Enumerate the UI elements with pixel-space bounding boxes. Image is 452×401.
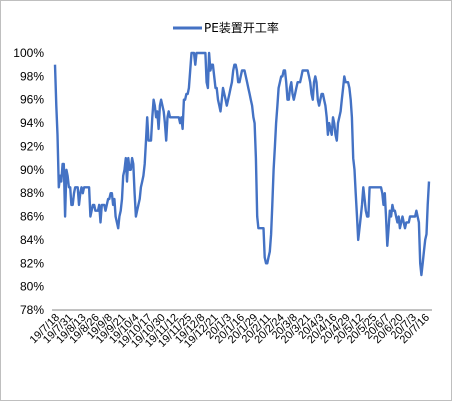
legend-label: PE装置开工率	[204, 20, 279, 35]
y-tick-label: 82%	[20, 256, 44, 270]
plot-area	[53, 51, 431, 277]
y-tick-label: 96%	[20, 93, 44, 107]
y-tick-label: 100%	[13, 46, 44, 60]
y-tick-label: 86%	[20, 210, 44, 224]
y-tick-label: 90%	[20, 163, 44, 177]
y-tick-label: 98%	[20, 69, 44, 83]
y-tick-label: 78%	[20, 303, 44, 317]
y-tick-label: 80%	[20, 280, 44, 294]
y-axis: 78% 80% 82% 84% 86% 88% 90% 92% 94% 96% 98% 100%	[13, 46, 44, 317]
y-tick-label: 92%	[20, 139, 44, 153]
y-tick-label: 94%	[20, 116, 44, 130]
y-tick-label: 84%	[20, 233, 44, 247]
x-axis: 19/7/1819/7/3119/8/1319/8/2619/9/819/9/2…	[28, 309, 432, 350]
y-tick-label: 88%	[20, 186, 44, 200]
series-line-pe-utilization	[53, 51, 431, 277]
legend: PE装置开工率	[173, 20, 279, 35]
